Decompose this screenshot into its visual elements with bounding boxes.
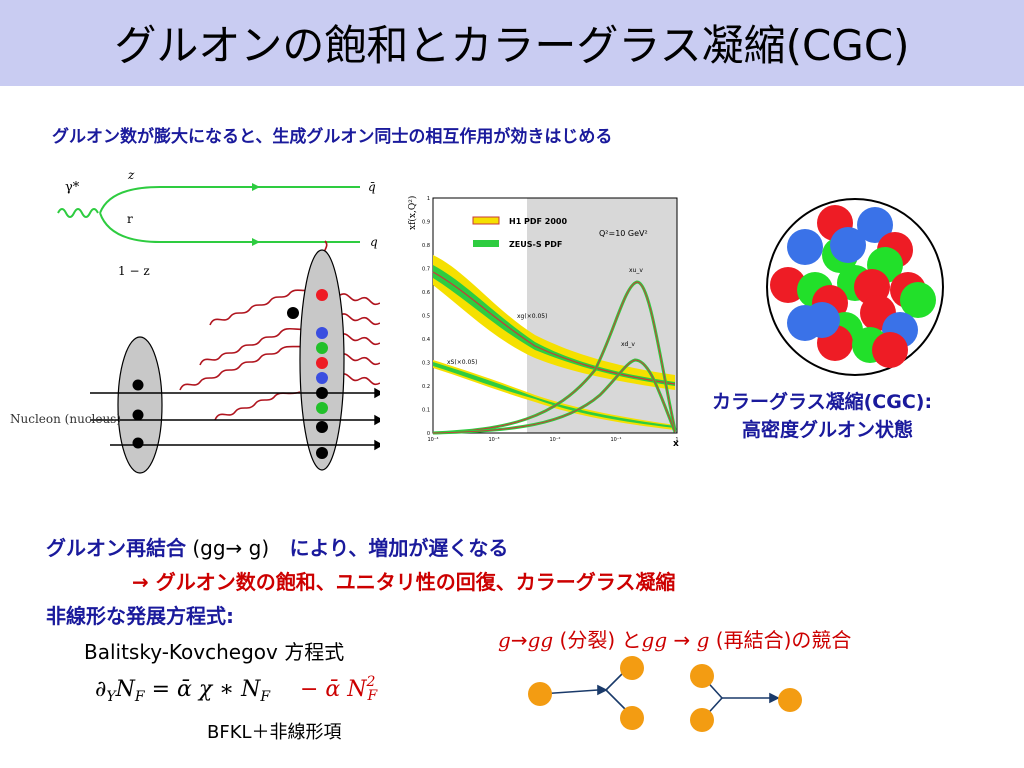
saturation-line: → グルオン数の飽和、ユニタリ性の回復、カラーグラス凝縮 — [132, 570, 676, 594]
svg-text:∂YNF = ᾱ χ ∗ NF: ∂YNF = ᾱ χ ∗ NF — [95, 677, 271, 705]
y-tick-label: 0.1 — [422, 408, 430, 414]
bk-equation-name: Balitsky-Kovchegov 方程式 — [84, 640, 345, 664]
r-label: r — [127, 212, 133, 226]
title-bar — [0, 0, 1024, 86]
gluon-disc-blue — [787, 229, 823, 265]
x-tick-label: 10⁻⁴ — [427, 437, 438, 443]
bk-formula: ∂YNF = ᾱ χ ∗ NF − ᾱ N2 F — [95, 674, 378, 705]
label-xg: xg(×0.05) — [517, 313, 547, 320]
photon-label: γ* — [65, 180, 80, 195]
label-xs: xS(×0.05) — [447, 359, 477, 366]
y-tick-label: 0 — [427, 431, 430, 437]
gluon-disc-blue — [830, 227, 866, 263]
z-label: z — [127, 168, 135, 182]
recombination-line: グルオン再結合 (gg→ g) により、増加が遅くなる — [46, 532, 508, 561]
cgc-caption-line2: 高密度グルオン状態 — [742, 419, 914, 441]
gluon-disc-red — [770, 267, 806, 303]
y-tick-label: 0.8 — [422, 243, 430, 249]
comp-g1: g — [498, 628, 511, 652]
x-tick-label: 1 — [675, 437, 678, 443]
comp-arrow1: → — [510, 628, 528, 652]
x-axis-label: x — [673, 439, 679, 448]
label-xdv: xd_v — [621, 341, 635, 348]
gluon-disc-green — [900, 282, 936, 318]
comp-gg2: gg — [641, 628, 668, 652]
cgc-caption-line1: カラーグラス凝縮(CGC): — [712, 391, 933, 413]
cgc-caption: カラーグラス凝縮(CGC): 高密度グルオン状態 — [712, 388, 1022, 444]
gluon-node — [690, 708, 714, 732]
qbar-label: q̄ — [368, 180, 376, 194]
x-tick-label: 10⁻³ — [488, 437, 499, 443]
y-tick-label: 0.3 — [422, 361, 430, 367]
recombination-formula: (gg→ g) — [192, 536, 270, 560]
nucleon-ellipse — [117, 336, 163, 474]
legend-zeus: ZEUS-S PDF — [509, 240, 562, 249]
one-minus-z-label: 1 − z — [118, 264, 150, 278]
bfkl-note: BFKL＋非線形項 — [207, 722, 342, 743]
y-tick-label: 0.2 — [422, 384, 430, 390]
x-tick-label: 10⁻² — [549, 437, 560, 443]
dipole-gluon-diagram: γ* z r 1 − z q̄ q Nucleon (nucleus) — [10, 168, 380, 474]
svg-text:− ᾱ N2F: − ᾱ N2 F — [300, 674, 378, 704]
comp-recomb: (再結合)の競合 — [709, 628, 852, 652]
q2-annotation: Q²=10 GeV² — [599, 229, 648, 238]
gluon-disc-red — [872, 332, 908, 368]
recombination-tail: により、増加が遅くなる — [289, 536, 509, 560]
y-tick-label: 0.4 — [422, 337, 430, 343]
y-tick-label: 0.7 — [422, 267, 430, 273]
y-tick-label: 1 — [427, 196, 430, 202]
x-tick-label: 10⁻¹ — [610, 437, 621, 443]
y-tick-label: 0.6 — [422, 290, 430, 296]
comp-g2: g — [696, 628, 710, 652]
gluon-node — [620, 656, 644, 680]
comp-gg1: gg — [527, 628, 554, 652]
gluon-disc-blue — [857, 207, 893, 243]
gluon-disc-blue — [804, 302, 840, 338]
comp-split: (分裂) と — [553, 628, 642, 652]
recombination-label: グルオン再結合 — [46, 536, 186, 560]
gluon-node — [620, 706, 644, 730]
split-recomb-diagram — [528, 656, 802, 732]
gluon-node — [690, 664, 714, 688]
competition-line: g→gg (分裂) とgg → g (再結合)の競合 — [498, 624, 851, 653]
nonlinear-heading: 非線形な発展方程式: — [46, 604, 234, 628]
intro-text: グルオン数が膨大になると、生成グルオン同士の相互作用が効きはじめる — [52, 127, 613, 147]
gluon-node — [528, 682, 552, 706]
nucleon-label: Nucleon (nucleus) — [10, 412, 121, 426]
slide-title: グルオンの飽和とカラーグラス凝縮(CGC) — [114, 21, 910, 70]
cgc-circle — [766, 198, 944, 376]
y-tick-label: 0.9 — [422, 220, 430, 226]
gluon-node — [778, 688, 802, 712]
legend-h1: H1 PDF 2000 — [509, 217, 568, 226]
y-tick-label: 0.5 — [422, 314, 430, 320]
comp-arrow2: → — [667, 628, 697, 652]
q-label: q — [370, 235, 378, 249]
y-axis-label: xf(x,Q²) — [407, 196, 418, 230]
label-xuv: xu_v — [629, 267, 643, 274]
pdf-chart: 0 0.1 0.2 0.3 0.4 0.5 0.6 0.7 0.8 0.9 1 10⁻⁴ 10⁻³ 10… — [407, 196, 679, 448]
